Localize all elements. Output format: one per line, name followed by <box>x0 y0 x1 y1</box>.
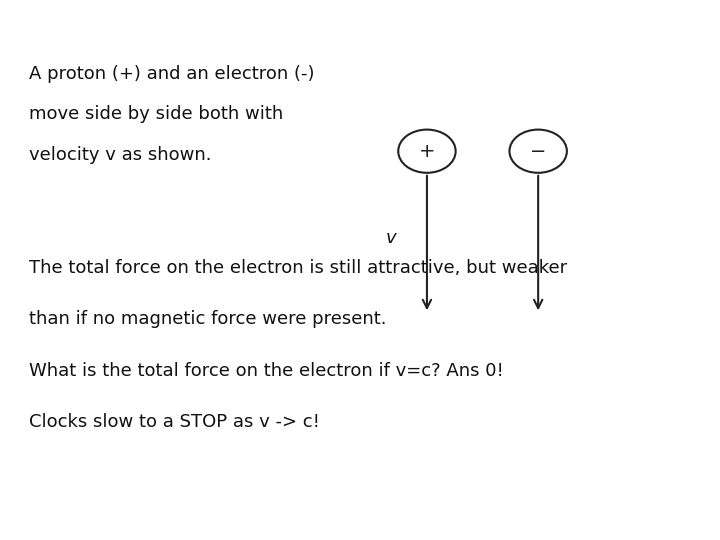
Text: −: − <box>530 141 546 161</box>
Text: +: + <box>419 141 435 161</box>
Text: A proton (+) and an electron (-): A proton (+) and an electron (-) <box>29 65 314 83</box>
Text: move side by side both with: move side by side both with <box>29 105 283 123</box>
Text: The total force on the electron is still attractive, but weaker: The total force on the electron is still… <box>29 259 567 277</box>
Text: than if no magnetic force were present.: than if no magnetic force were present. <box>29 310 386 328</box>
Text: What is the total force on the electron if v=c? Ans 0!: What is the total force on the electron … <box>29 362 503 380</box>
Text: Clocks slow to a STOP as v -> c!: Clocks slow to a STOP as v -> c! <box>29 413 320 431</box>
Text: velocity v as shown.: velocity v as shown. <box>29 146 211 164</box>
Text: v: v <box>386 228 397 247</box>
